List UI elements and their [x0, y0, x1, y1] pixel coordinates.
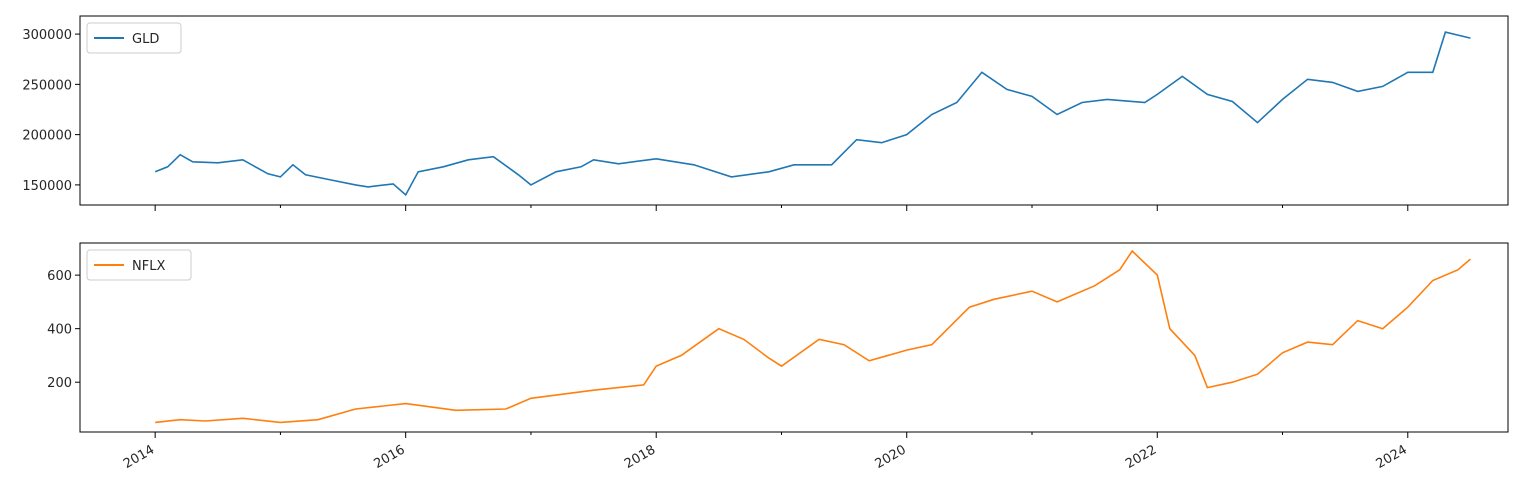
- bottom-y-tick-label: 400: [47, 323, 72, 338]
- x-tick-label: 2020: [873, 442, 909, 472]
- bottom-x-ticks: 2014 2016 2018 2020 2022 2024: [121, 432, 1410, 472]
- top-y-tick-label: 200000: [22, 129, 72, 144]
- bottom-y-tick-label: 200: [47, 376, 72, 391]
- top-y-ticks: 150000 200000 250000 300000: [22, 28, 80, 194]
- bottom-legend-label: NFLX: [132, 259, 165, 274]
- bottom-legend: NFLX: [86, 249, 192, 281]
- top-plot-frame: [79, 15, 1509, 206]
- bottom-y-tick-label: 600: [47, 269, 72, 284]
- gld-series-line: [154, 31, 1471, 197]
- x-tick-label: 2024: [1374, 442, 1410, 472]
- bottom-plot-frame: [79, 242, 1509, 433]
- x-tick-label: 2018: [622, 442, 658, 472]
- top-legend: GLD: [86, 22, 182, 54]
- top-axes: 150000 200000 250000 300000 GLD: [22, 15, 1509, 211]
- x-tick-label: 2014: [121, 442, 157, 472]
- nflx-series-line: [155, 249, 1471, 424]
- top-y-tick-label: 250000: [22, 78, 72, 93]
- bottom-axes: 200 400 600 2014 2016 2018 2020 2022 2024 NFLX: [47, 242, 1509, 472]
- top-x-ticks: [154, 205, 1409, 211]
- top-y-tick-label: 300000: [22, 28, 72, 43]
- bottom-legend-box: [86, 249, 192, 281]
- bottom-y-ticks: 200 400 600: [47, 269, 80, 391]
- x-tick-label: 2016: [372, 442, 408, 472]
- top-legend-box: [86, 22, 182, 54]
- top-y-tick-label: 150000: [22, 179, 72, 194]
- top-legend-label: GLD: [132, 32, 159, 47]
- x-tick-label: 2022: [1123, 442, 1159, 472]
